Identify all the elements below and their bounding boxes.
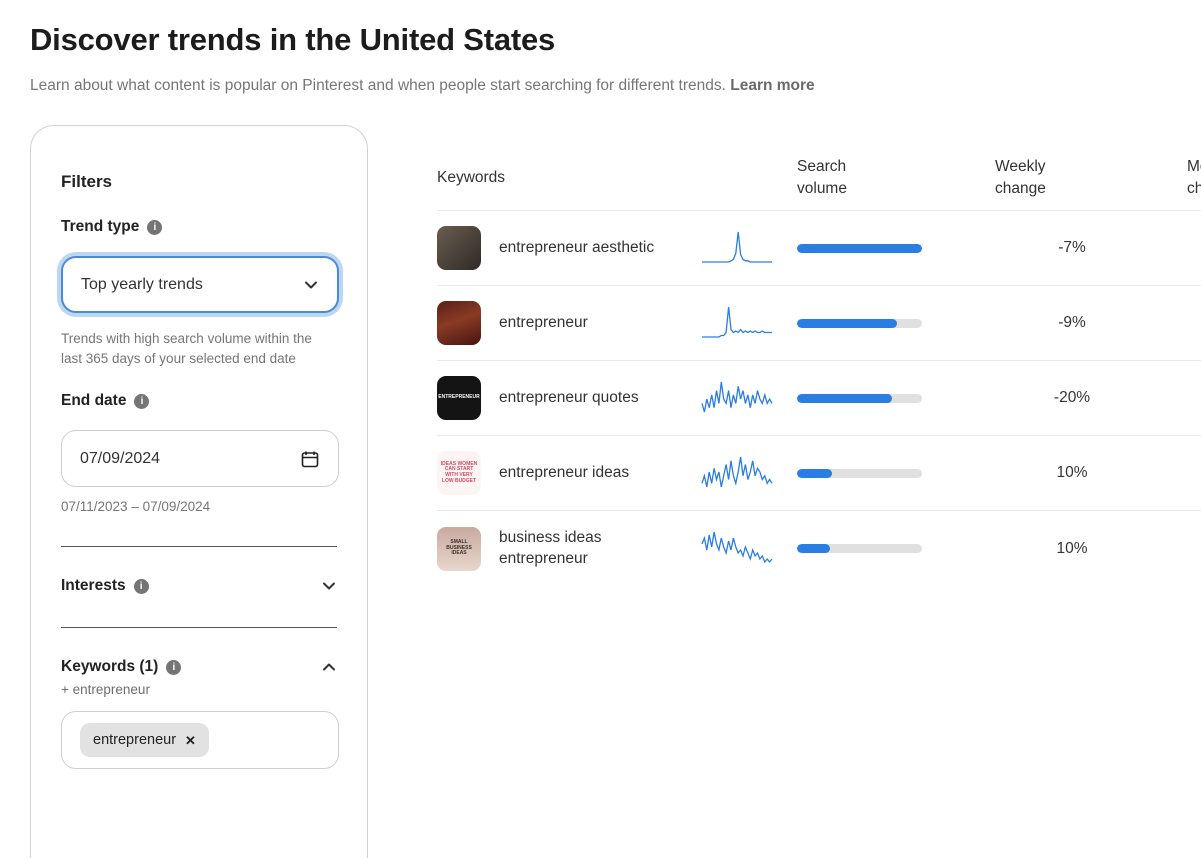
weekly-change-value: -9% xyxy=(1058,314,1086,331)
weekly-change-value: 10% xyxy=(1056,539,1088,557)
trend-sparkline xyxy=(702,231,772,263)
header-weekly-change: Weekly change xyxy=(995,157,1046,197)
pin-thumbnail: SMALL BUSINESS IDEAS xyxy=(437,526,481,571)
header-monthly-change: Monthly change xyxy=(1187,157,1201,197)
subtitle-text: Learn about what content is popular on P… xyxy=(30,77,726,94)
page-subtitle: Learn about what content is popular on P… xyxy=(30,77,815,95)
end-date-label: End date i xyxy=(61,392,337,410)
trend-sparkline xyxy=(701,381,773,412)
keyword-chip-label: entrepreneur xyxy=(93,732,177,749)
keywords-input[interactable]: entrepreneur ✕ xyxy=(61,711,339,770)
trends-table: Keywords Search volume Weekly change Mon… xyxy=(437,145,1201,586)
trend-type-help: Trends with high search volume within th… xyxy=(61,331,312,366)
table-row[interactable]: entrepreneur aesthetic -7% xyxy=(437,211,1201,286)
pin-thumbnail: IDEAS WOMEN CAN START WITH VERY LOW BUDG… xyxy=(437,451,481,495)
info-icon[interactable]: i xyxy=(166,659,182,675)
trend-type-value: Top yearly trends xyxy=(81,275,203,293)
added-keyword-text: + entrepreneur xyxy=(61,682,150,698)
search-volume-bar xyxy=(797,318,922,328)
chevron-up-icon xyxy=(323,663,335,671)
date-range-text: 07/11/2023 – 07/09/2024 xyxy=(61,499,211,515)
keyword-label[interactable]: entrepreneur xyxy=(499,313,588,331)
keyword-label[interactable]: entrepreneur ideas xyxy=(499,463,630,481)
interests-section-toggle[interactable]: Interests i xyxy=(61,577,337,595)
header-keywords: Keywords xyxy=(437,168,506,186)
info-icon[interactable]: i xyxy=(134,393,150,409)
trend-sparkline xyxy=(702,306,772,338)
end-date-label-text: End date xyxy=(61,392,127,410)
pin-thumbnail: ENTREPRENEUR xyxy=(437,376,481,420)
keywords-label-text: Keywords (1) xyxy=(61,658,159,676)
calendar-icon[interactable] xyxy=(300,449,320,469)
trend-type-select[interactable]: Top yearly trends xyxy=(61,256,339,313)
table-row[interactable]: SMALL BUSINESS IDEAS business ideas entr… xyxy=(437,511,1201,586)
search-volume-bar xyxy=(797,393,922,403)
keyword-label[interactable]: entrepreneur aesthetic xyxy=(499,238,655,256)
weekly-change-value: 10% xyxy=(1056,464,1088,481)
keyword-chip[interactable]: entrepreneur ✕ xyxy=(80,723,209,758)
interests-label-text: Interests xyxy=(61,577,126,595)
interests-label: Interests i xyxy=(61,577,149,595)
table-row[interactable]: IDEAS WOMEN CAN START WITH VERY LOW BUDG… xyxy=(437,436,1201,511)
weekly-change-value: -20% xyxy=(1053,389,1091,406)
keyword-label[interactable]: business ideas entrepreneur xyxy=(499,528,602,567)
divider xyxy=(61,627,337,629)
trend-type-label-text: Trend type xyxy=(61,218,140,235)
search-volume-bar xyxy=(797,544,922,553)
end-date-input[interactable]: 07/09/2024 xyxy=(61,430,339,488)
trend-type-label: Trend type i xyxy=(61,218,337,236)
chevron-down-icon xyxy=(305,281,317,288)
weekly-change-value: -7% xyxy=(1058,239,1086,256)
keywords-section-toggle[interactable]: Keywords (1) i xyxy=(61,658,337,676)
table-row[interactable]: entrepreneur -9% xyxy=(437,286,1201,361)
pin-thumbnail xyxy=(437,226,481,270)
filters-panel: Filters Trend type i Top yearly trends T… xyxy=(30,125,368,858)
table-header-row: Keywords Search volume Weekly change Mon… xyxy=(437,145,1201,211)
filters-heading: Filters xyxy=(61,172,113,191)
search-volume-bar xyxy=(797,468,922,478)
trend-sparkline xyxy=(701,531,773,564)
close-icon[interactable]: ✕ xyxy=(185,732,196,748)
header-search-volume: Search volume xyxy=(797,157,847,197)
chevron-down-icon xyxy=(323,582,335,590)
trend-sparkline xyxy=(701,456,773,487)
keywords-label: Keywords (1) i xyxy=(61,658,182,676)
info-icon[interactable]: i xyxy=(147,219,163,235)
page-title: Discover trends in the United States xyxy=(30,22,556,57)
table-row[interactable]: ENTREPRENEUR entrepreneur quotes -20% xyxy=(437,361,1201,436)
end-date-value: 07/09/2024 xyxy=(80,449,161,467)
learn-more-link[interactable]: Learn more xyxy=(730,77,815,94)
divider xyxy=(61,546,337,548)
info-icon[interactable]: i xyxy=(133,578,149,594)
keyword-label[interactable]: entrepreneur quotes xyxy=(499,388,639,406)
search-volume-bar xyxy=(797,243,922,253)
pin-thumbnail xyxy=(437,301,481,345)
